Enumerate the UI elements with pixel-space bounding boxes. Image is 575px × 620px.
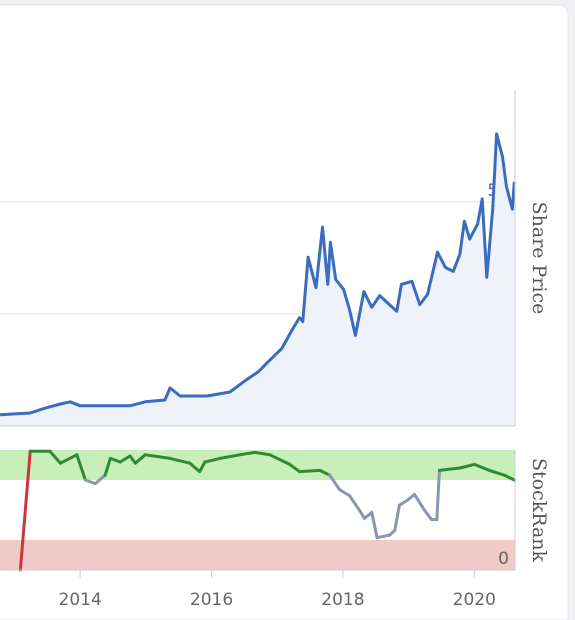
rank-line [118, 454, 132, 464]
rank-line [48, 449, 62, 465]
rank-line [347, 494, 361, 512]
rank-line [93, 473, 107, 486]
rank-line [375, 533, 392, 540]
rank-line [198, 460, 207, 474]
rank-line [458, 462, 476, 470]
rank-line [370, 510, 379, 540]
y-axis-title: StockRank [528, 458, 550, 563]
rank-line [143, 453, 172, 460]
rank-line [188, 461, 202, 474]
rank-line [75, 453, 87, 482]
rank-line [393, 503, 401, 532]
rank-line [502, 473, 516, 482]
rank-line [238, 450, 257, 457]
rank-line [338, 488, 351, 498]
price-line [0, 132, 516, 417]
area [0, 133, 515, 426]
rank-line [357, 508, 367, 520]
rank-panel: 0 2014 2016 2018 2020 [0, 449, 516, 610]
rank-line [288, 462, 302, 474]
rank-line [203, 456, 222, 464]
rank-line [268, 453, 292, 466]
x-tick-label: 2016 [190, 590, 233, 610]
rank-line [103, 456, 112, 477]
rank-line [133, 453, 147, 465]
rank-line [397, 498, 409, 507]
rank-line [487, 468, 506, 477]
rank-line [253, 450, 272, 457]
x-tick-label: 2018 [321, 590, 364, 610]
rank-line [412, 492, 426, 512]
rank-line [18, 449, 32, 572]
rank-line [405, 492, 416, 502]
rank-line [422, 508, 434, 522]
x-tick-label: 2020 [453, 590, 496, 610]
rank-line [298, 468, 322, 474]
rank-line [328, 473, 342, 492]
rank-line [218, 453, 242, 460]
rank-line [83, 478, 97, 486]
rank-line [318, 468, 332, 477]
rank-line [472, 462, 491, 472]
rank-line [58, 453, 79, 465]
y-tick-label: 0 [498, 549, 509, 569]
band [0, 540, 515, 570]
rank-line [168, 456, 192, 465]
band [0, 450, 515, 480]
rank-line [108, 456, 122, 464]
price-panel: 02550 [0, 90, 516, 427]
rank-line [437, 466, 462, 472]
rank-line [435, 468, 441, 522]
x-tick-label: 2014 [59, 590, 102, 610]
y-axis-title: Share Price [528, 202, 550, 315]
